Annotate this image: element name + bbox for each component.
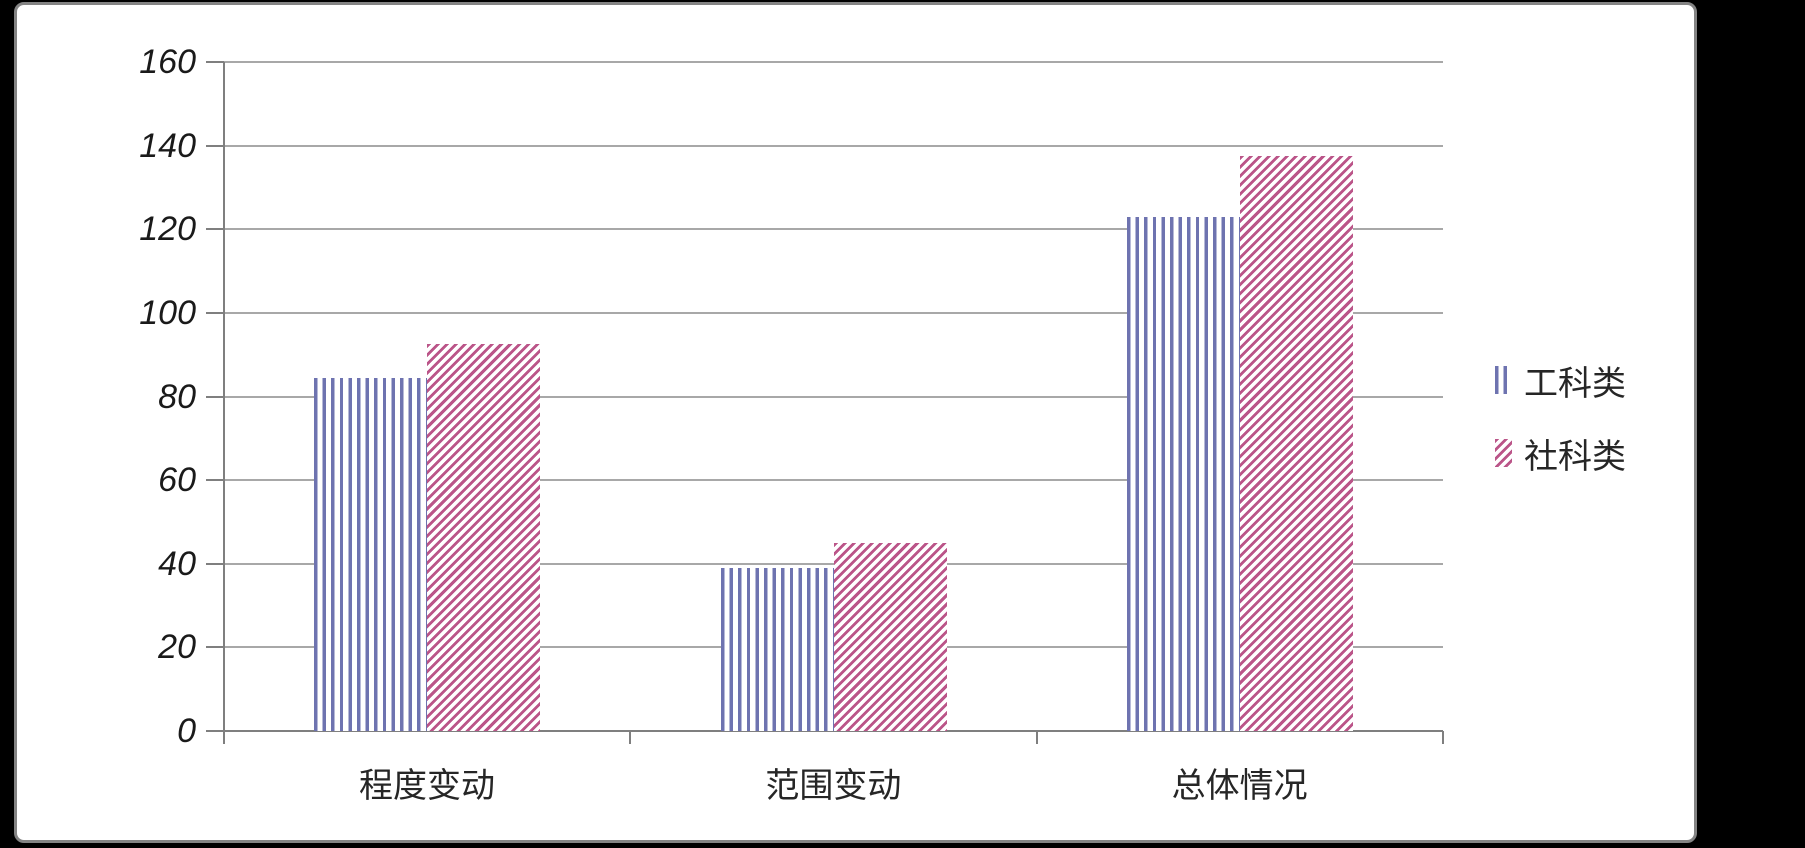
category-label-2: 总体情况 bbox=[1171, 767, 1308, 805]
y-tick bbox=[206, 730, 224, 732]
bar-series-1-category-2 bbox=[1239, 156, 1353, 731]
y-tick bbox=[206, 61, 224, 63]
gridline bbox=[224, 228, 1443, 231]
legend-label: 社科类 bbox=[1524, 437, 1626, 476]
category-label-0: 程度变动 bbox=[359, 767, 495, 805]
legend-item-series-0: 工科类 bbox=[1495, 355, 1626, 405]
x-axis-line bbox=[224, 730, 1443, 732]
y-tick-label: 100 bbox=[139, 293, 196, 332]
bar-series-1-category-0 bbox=[427, 344, 541, 731]
gridline bbox=[224, 479, 1443, 482]
y-tick-label: 120 bbox=[139, 210, 196, 249]
x-tick bbox=[1442, 731, 1444, 744]
y-tick-label: 80 bbox=[158, 377, 196, 416]
bar-series-0-category-1 bbox=[720, 567, 834, 731]
y-tick bbox=[206, 144, 224, 147]
gridline bbox=[224, 395, 1443, 398]
y-tick bbox=[206, 395, 224, 398]
bar-series-0-category-2 bbox=[1126, 216, 1240, 731]
y-tick-label: 20 bbox=[158, 628, 196, 667]
y-tick-label: 60 bbox=[158, 461, 196, 500]
y-tick-label: 160 bbox=[139, 43, 196, 81]
gridline bbox=[224, 144, 1443, 147]
bar-series-1-category-1 bbox=[833, 542, 947, 731]
x-tick bbox=[629, 731, 632, 744]
y-axis-line bbox=[223, 62, 225, 744]
category-label-1: 范围变动 bbox=[765, 767, 902, 805]
y-tick-label: 140 bbox=[139, 126, 196, 165]
legend-label: 工科类 bbox=[1524, 364, 1626, 403]
y-tick-label: 0 bbox=[177, 712, 196, 750]
bar-series-0-category-0 bbox=[314, 377, 428, 731]
y-tick bbox=[206, 479, 224, 482]
legend-swatch-icon bbox=[1495, 439, 1512, 467]
y-tick bbox=[206, 311, 224, 314]
legend-swatch-icon bbox=[1495, 366, 1512, 394]
gridline bbox=[224, 311, 1443, 314]
y-tick bbox=[206, 646, 224, 649]
y-tick-label: 40 bbox=[158, 544, 196, 583]
x-tick bbox=[223, 731, 225, 744]
legend-item-series-1: 社科类 bbox=[1495, 428, 1626, 478]
x-tick bbox=[1035, 731, 1038, 744]
gridline bbox=[224, 61, 1443, 63]
y-tick bbox=[206, 228, 224, 231]
y-tick bbox=[206, 562, 224, 565]
